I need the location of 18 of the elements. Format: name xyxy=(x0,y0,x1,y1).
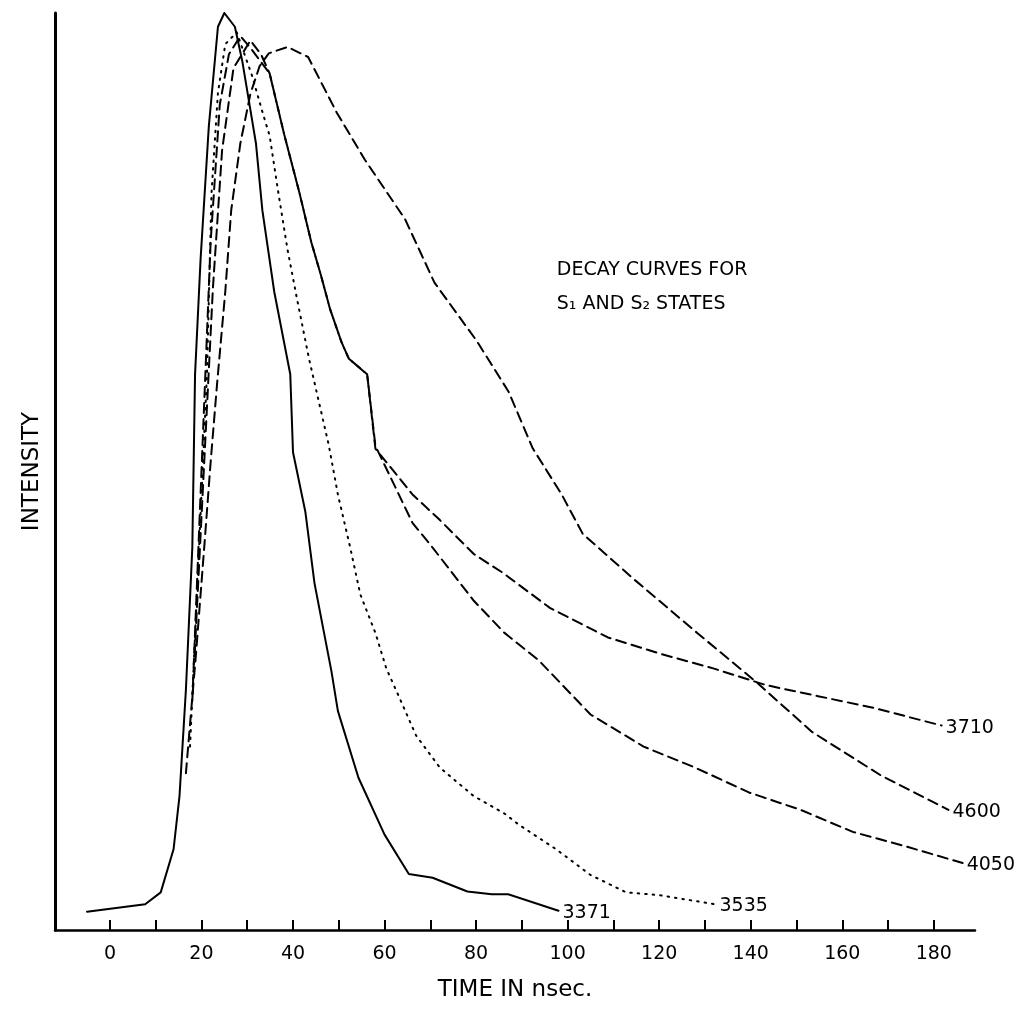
x-tick-label: 100 xyxy=(549,940,586,963)
x-tick-label: 40 xyxy=(280,940,306,963)
x-tick-label: 80 xyxy=(464,940,489,963)
series-label: 3535 xyxy=(719,893,768,916)
x-tick-label: 160 xyxy=(824,940,861,963)
series-label: 4600 xyxy=(952,798,1001,821)
text: DECAY CURVES FOR S₁ AND S₂ STATES xyxy=(556,257,748,313)
y-axis-title: INTENSITY xyxy=(16,410,43,532)
series-label: 3371 xyxy=(562,899,611,922)
series-label: 3710 xyxy=(945,714,994,737)
x-axis-title: TIME IN nsec. xyxy=(436,974,593,1001)
x-tick-label: 140 xyxy=(732,940,769,963)
series-label: 4050 xyxy=(966,852,1015,875)
x-tick-label: 0 xyxy=(103,940,116,963)
x-tick-label: 20 xyxy=(189,940,214,963)
x-tick-label: 180 xyxy=(915,940,952,963)
x-tick-label: 60 xyxy=(372,940,397,963)
x-tick-label: 120 xyxy=(641,940,678,963)
